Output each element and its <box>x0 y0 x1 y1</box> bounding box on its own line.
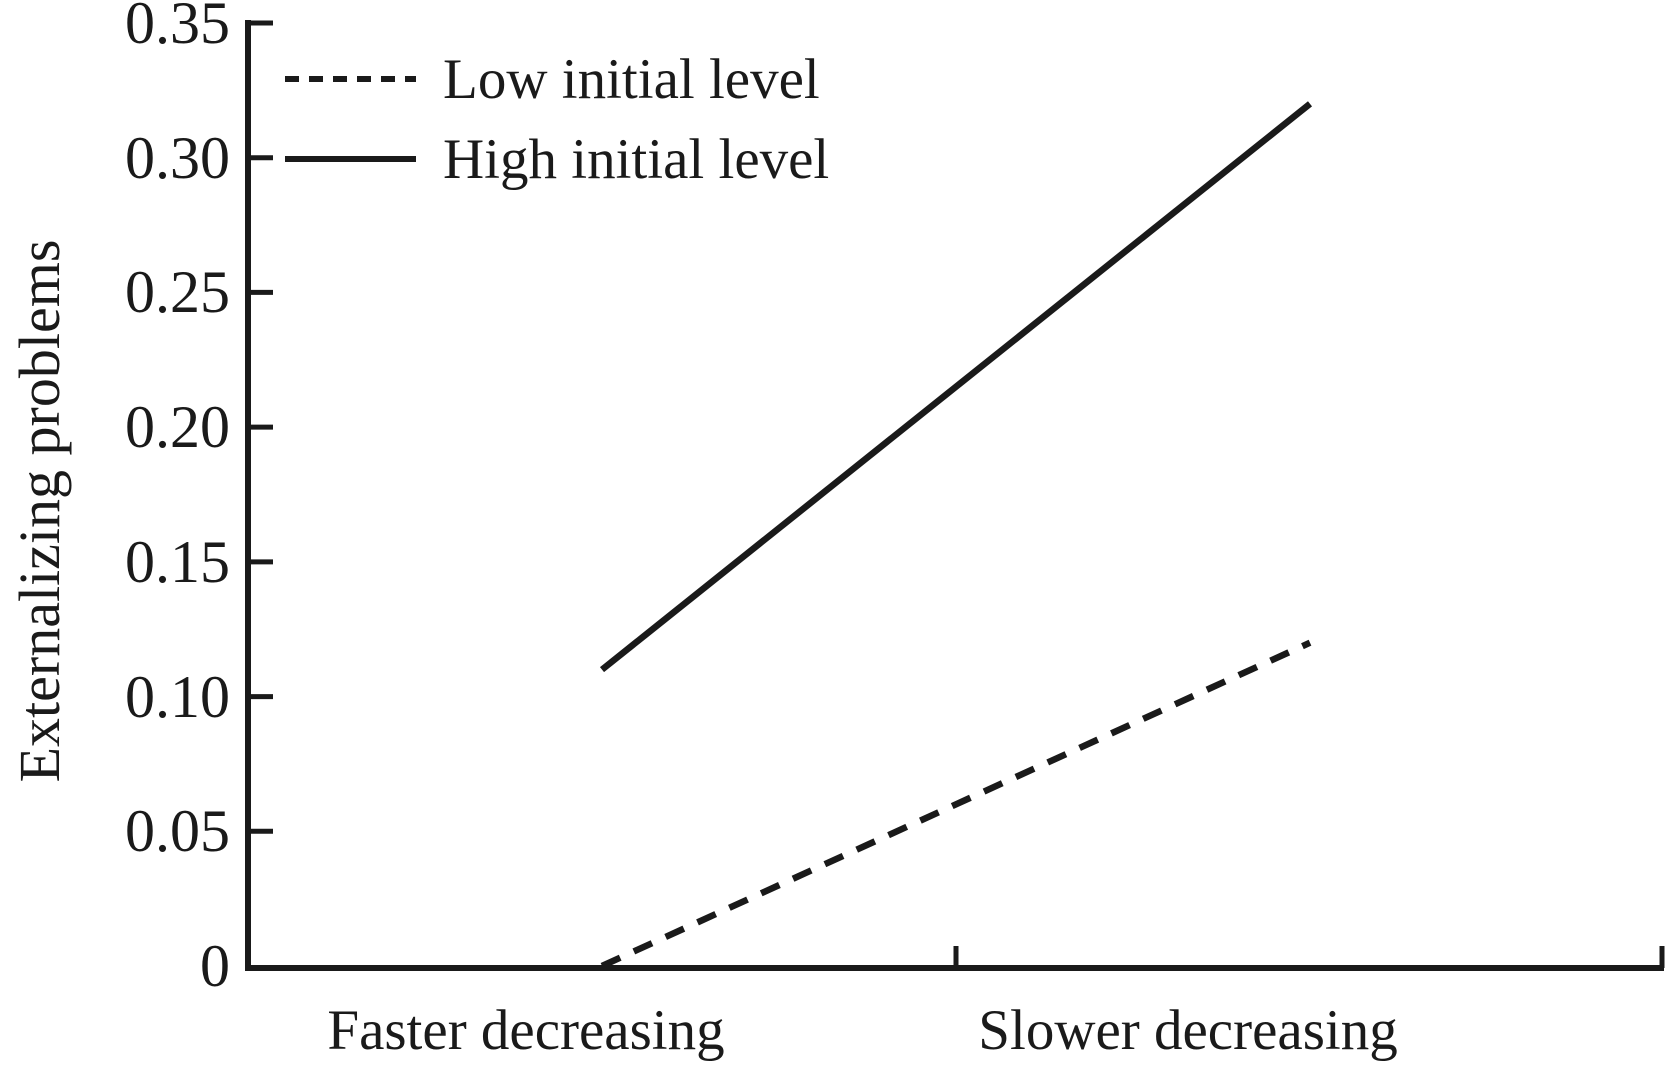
legend-label-low: Low initial level <box>443 47 820 111</box>
series-line-low-initial-level <box>600 639 1312 969</box>
y-tick-label-015: 0.15 <box>125 528 230 595</box>
legend: Low initial level High initial level <box>283 46 829 192</box>
x-category-label-slower: Slower decreasing <box>978 999 1398 1062</box>
legend-entry-high: High initial level <box>283 126 829 192</box>
x-category-label-faster: Faster decreasing <box>327 999 725 1062</box>
legend-entry-low: Low initial level <box>283 46 829 112</box>
y-tick-label-005: 0.05 <box>125 798 230 865</box>
y-axis-title: Externalizing problems <box>7 239 72 783</box>
dashed-line-sample-icon <box>285 76 416 82</box>
series-line-high-initial-level <box>599 101 1313 673</box>
y-tick-label-035: 0.35 <box>125 0 230 56</box>
y-tick-label-0: 0 <box>200 933 230 999</box>
y-tick-label-025: 0.25 <box>125 259 230 326</box>
y-tick-label-020: 0.20 <box>125 394 230 461</box>
legend-label-high: High initial level <box>443 127 830 191</box>
y-tick-label-030: 0.30 <box>125 124 230 191</box>
y-tick-label-010: 0.10 <box>125 663 230 730</box>
solid-line-sample-icon <box>285 156 416 162</box>
